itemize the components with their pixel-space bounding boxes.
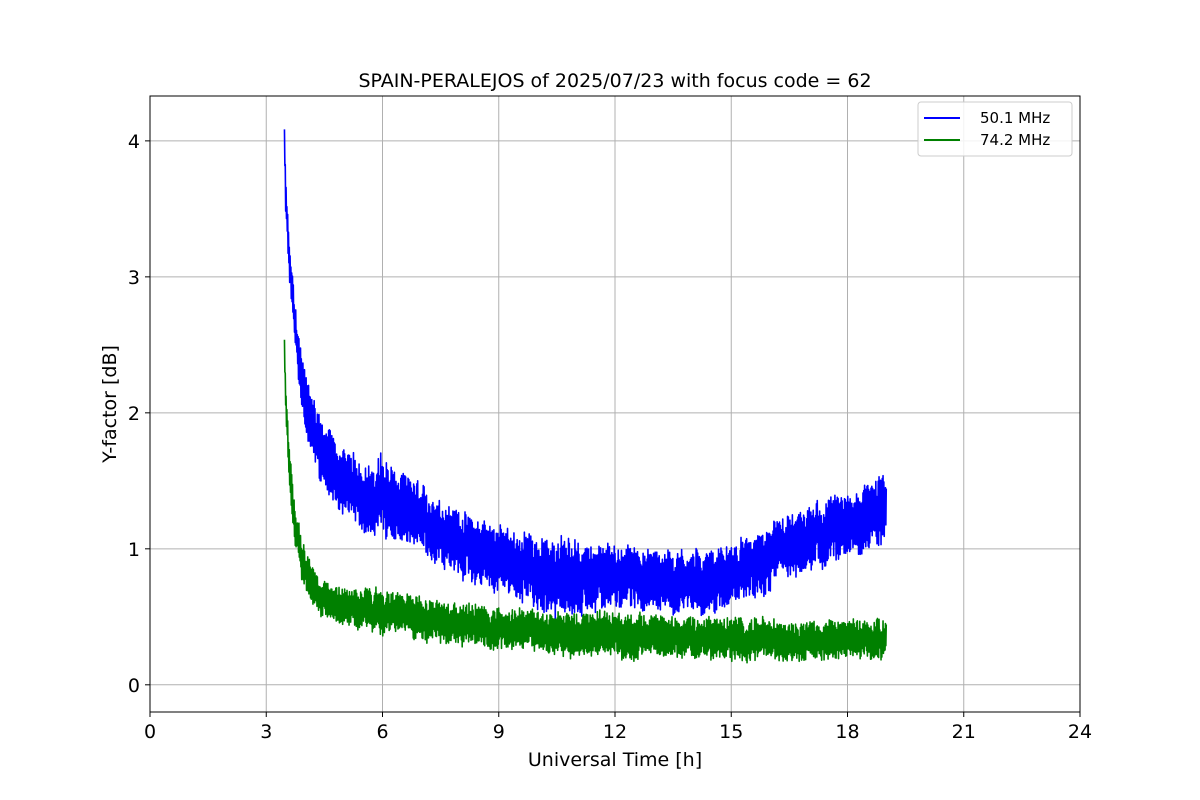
x-tick-label: 21	[952, 721, 976, 743]
y-tick-label: 3	[128, 267, 140, 289]
x-tick-label: 18	[835, 721, 859, 743]
chart-title: SPAIN-PERALEJOS of 2025/07/23 with focus…	[358, 70, 871, 92]
x-axis-label: Universal Time [h]	[528, 749, 702, 771]
series-layer	[283, 129, 888, 664]
x-tick-label: 3	[260, 721, 272, 743]
series-line-1	[283, 129, 888, 619]
series-line-2	[283, 339, 888, 664]
x-tick-label: 6	[376, 721, 388, 743]
legend-box	[917, 101, 1073, 157]
x-tick-label: 0	[144, 721, 156, 743]
legend-label: 50.1 MHz	[980, 109, 1050, 127]
x-tick-label: 15	[719, 721, 743, 743]
x-tick-label: 24	[1068, 721, 1092, 743]
y-tick-label: 0	[128, 675, 140, 697]
y-tick-label: 1	[128, 539, 140, 561]
x-tick-label: 12	[603, 721, 627, 743]
legend-label: 74.2 MHz	[980, 131, 1050, 149]
y-tick-label: 4	[128, 131, 140, 153]
x-tick-label: 9	[493, 721, 505, 743]
y-tick-label: 2	[128, 403, 140, 425]
legend: 50.1 MHz 74.2 MHz	[917, 101, 1073, 157]
y-axis-label: Y-factor [dB]	[99, 345, 121, 464]
